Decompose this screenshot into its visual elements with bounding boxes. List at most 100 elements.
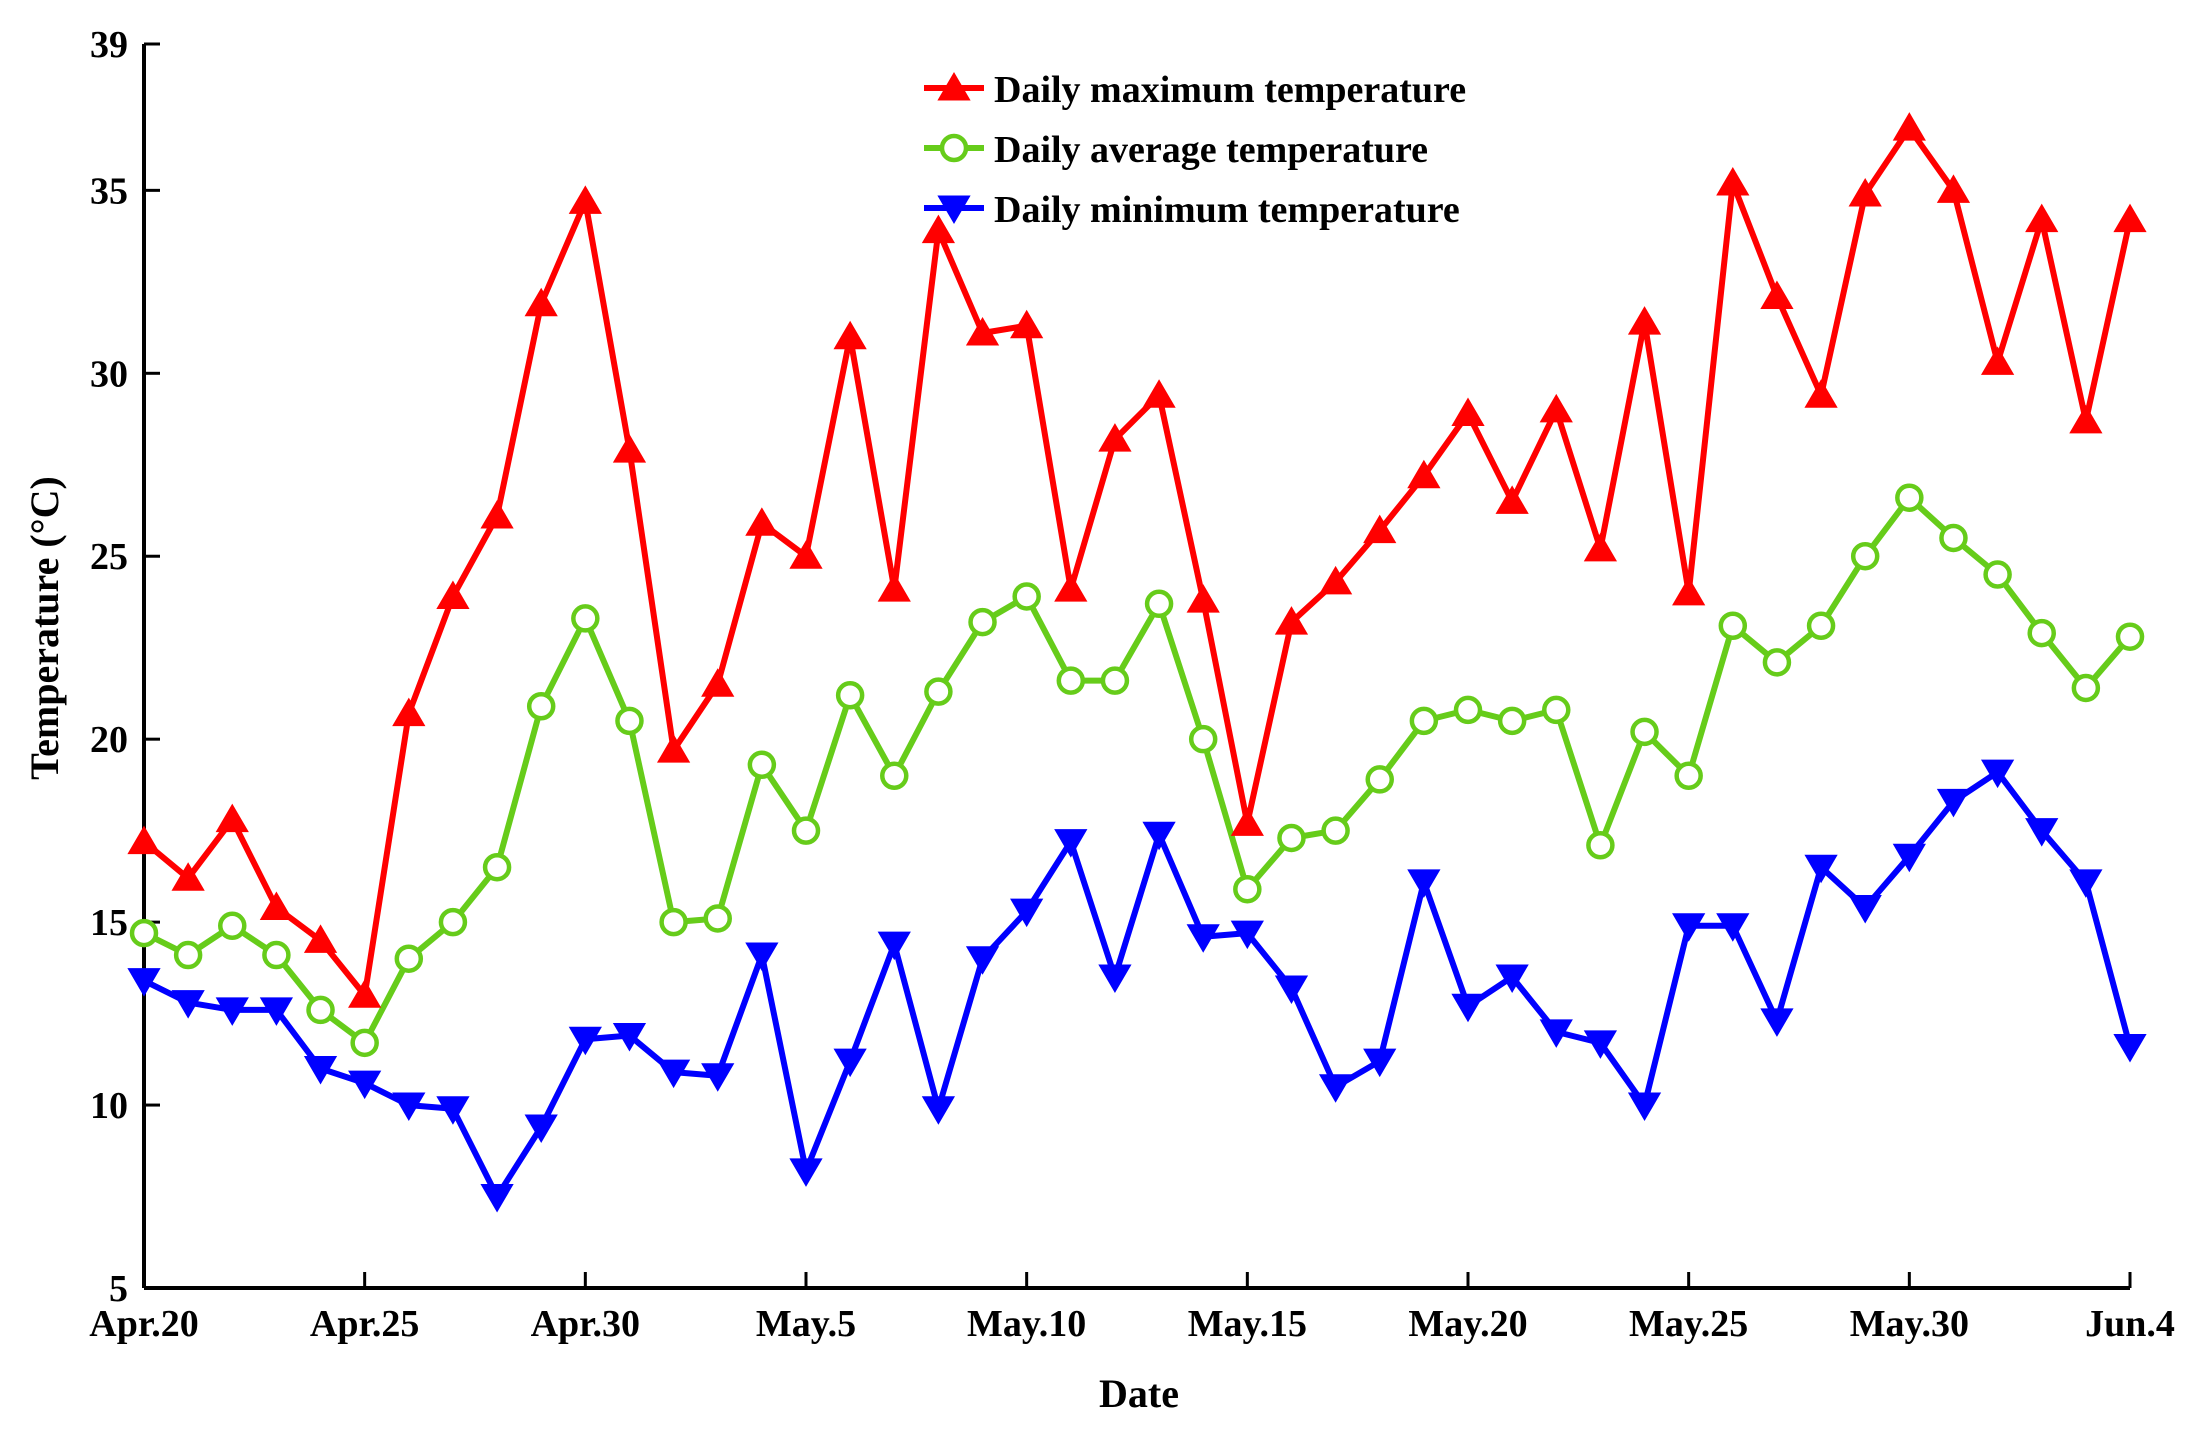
legend: Daily maximum temperature Daily average t…: [924, 69, 1466, 231]
data-point: [127, 968, 161, 997]
data-point: [1407, 869, 1441, 898]
data-point: [615, 706, 644, 736]
data-point: [1012, 582, 1041, 611]
data-point: [1806, 611, 1836, 641]
series-max: [127, 112, 2147, 1008]
x-tick-label: Apr.30: [531, 1303, 640, 1345]
data-point: [1186, 924, 1220, 953]
data-point: [612, 434, 647, 463]
data-point: [568, 185, 602, 214]
y-tick-label: 30: [90, 353, 128, 395]
data-point: [965, 946, 1000, 975]
data-point: [1716, 913, 1750, 942]
data-point: [129, 918, 159, 948]
data-point: [524, 1114, 558, 1144]
data-point: [1848, 178, 1882, 207]
data-point: [524, 287, 558, 317]
data-point: [215, 997, 249, 1026]
data-point: [1010, 898, 1044, 928]
data-point: [1762, 648, 1792, 677]
data-point: [835, 681, 865, 710]
data-point: [1497, 706, 1527, 736]
y-tick-label: 5: [109, 1268, 128, 1310]
data-point: [1895, 483, 1924, 512]
data-point: [218, 911, 247, 941]
data-point: [1760, 280, 1794, 309]
data-point: [1850, 541, 1880, 571]
x-tick-label: May.25: [1629, 1303, 1748, 1345]
data-point: [789, 1158, 823, 1187]
data-point: [262, 940, 291, 970]
data-point: [1718, 611, 1748, 641]
data-point: [1142, 379, 1176, 408]
data-point: [1983, 560, 2012, 589]
data-point: [1630, 717, 1659, 747]
data-point: [791, 816, 821, 845]
data-point: [924, 677, 953, 706]
data-point: [215, 803, 249, 833]
data-point: [877, 931, 911, 961]
data-point: [482, 852, 512, 882]
x-tick-label: Apr.25: [310, 1303, 419, 1345]
data-point: [703, 904, 732, 933]
legend-entry: Daily maximum temperature: [924, 69, 1466, 111]
data-point: [745, 942, 779, 972]
series-avg: [129, 483, 2145, 1058]
data-point: [171, 990, 205, 1019]
data-point: [880, 761, 909, 791]
legend-entry: Daily minimum temperature: [924, 189, 1460, 231]
data-point: [1409, 706, 1439, 736]
data-point: [348, 979, 382, 1008]
data-point: [1277, 823, 1306, 853]
series-line: [142, 125, 2133, 999]
data-point: [1936, 788, 1971, 818]
data-point: [392, 1092, 426, 1122]
data-point: [745, 507, 779, 536]
series-line: [142, 494, 2133, 1046]
data-point: [1098, 964, 1132, 993]
data-point: [1054, 829, 1088, 858]
data-point: [571, 604, 600, 633]
data-point: [1451, 993, 1485, 1023]
y-axis-title: Temperature (°C): [22, 476, 67, 780]
x-tick-label: May.30: [1850, 1303, 1969, 1345]
data-point: [1539, 393, 1573, 423]
data-point: [747, 750, 777, 780]
x-tick-label: May.15: [1188, 1303, 1307, 1345]
data-point: [1230, 807, 1264, 836]
data-point: [348, 1070, 382, 1100]
data-point: [2113, 1034, 2147, 1063]
data-point: [1804, 854, 1838, 884]
data-point: [1495, 485, 1529, 514]
data-point: [1010, 309, 1044, 339]
data-point: [1318, 1074, 1353, 1103]
data-point: [303, 1055, 338, 1085]
data-point: [1583, 532, 1618, 562]
data-point: [2071, 673, 2101, 703]
data-point: [1056, 666, 1086, 695]
data-point: [1672, 913, 1706, 942]
data-point: [1716, 167, 1750, 196]
data-point: [659, 907, 688, 937]
data-point: [171, 862, 205, 891]
data-point: [1144, 589, 1174, 619]
data-point: [921, 1096, 956, 1125]
data-point: [1098, 423, 1132, 452]
data-point: [173, 940, 203, 970]
data-point: [921, 214, 956, 244]
data-point: [1760, 1008, 1794, 1037]
data-point: [877, 573, 911, 602]
data-point: [1363, 1048, 1397, 1078]
data-point: [526, 691, 556, 721]
x-axis-title: Date: [1099, 1371, 1179, 1416]
data-point: [127, 825, 161, 855]
data-point: [1804, 379, 1838, 408]
y-tick-label: 15: [90, 902, 128, 944]
data-point: [1274, 606, 1309, 635]
data-point: [1407, 459, 1441, 489]
data-point: [480, 1184, 514, 1213]
series-min: [127, 759, 2147, 1213]
data-point: [259, 891, 294, 920]
legend-label: Daily maximum temperature: [994, 69, 1466, 111]
data-point: [1100, 666, 1130, 695]
